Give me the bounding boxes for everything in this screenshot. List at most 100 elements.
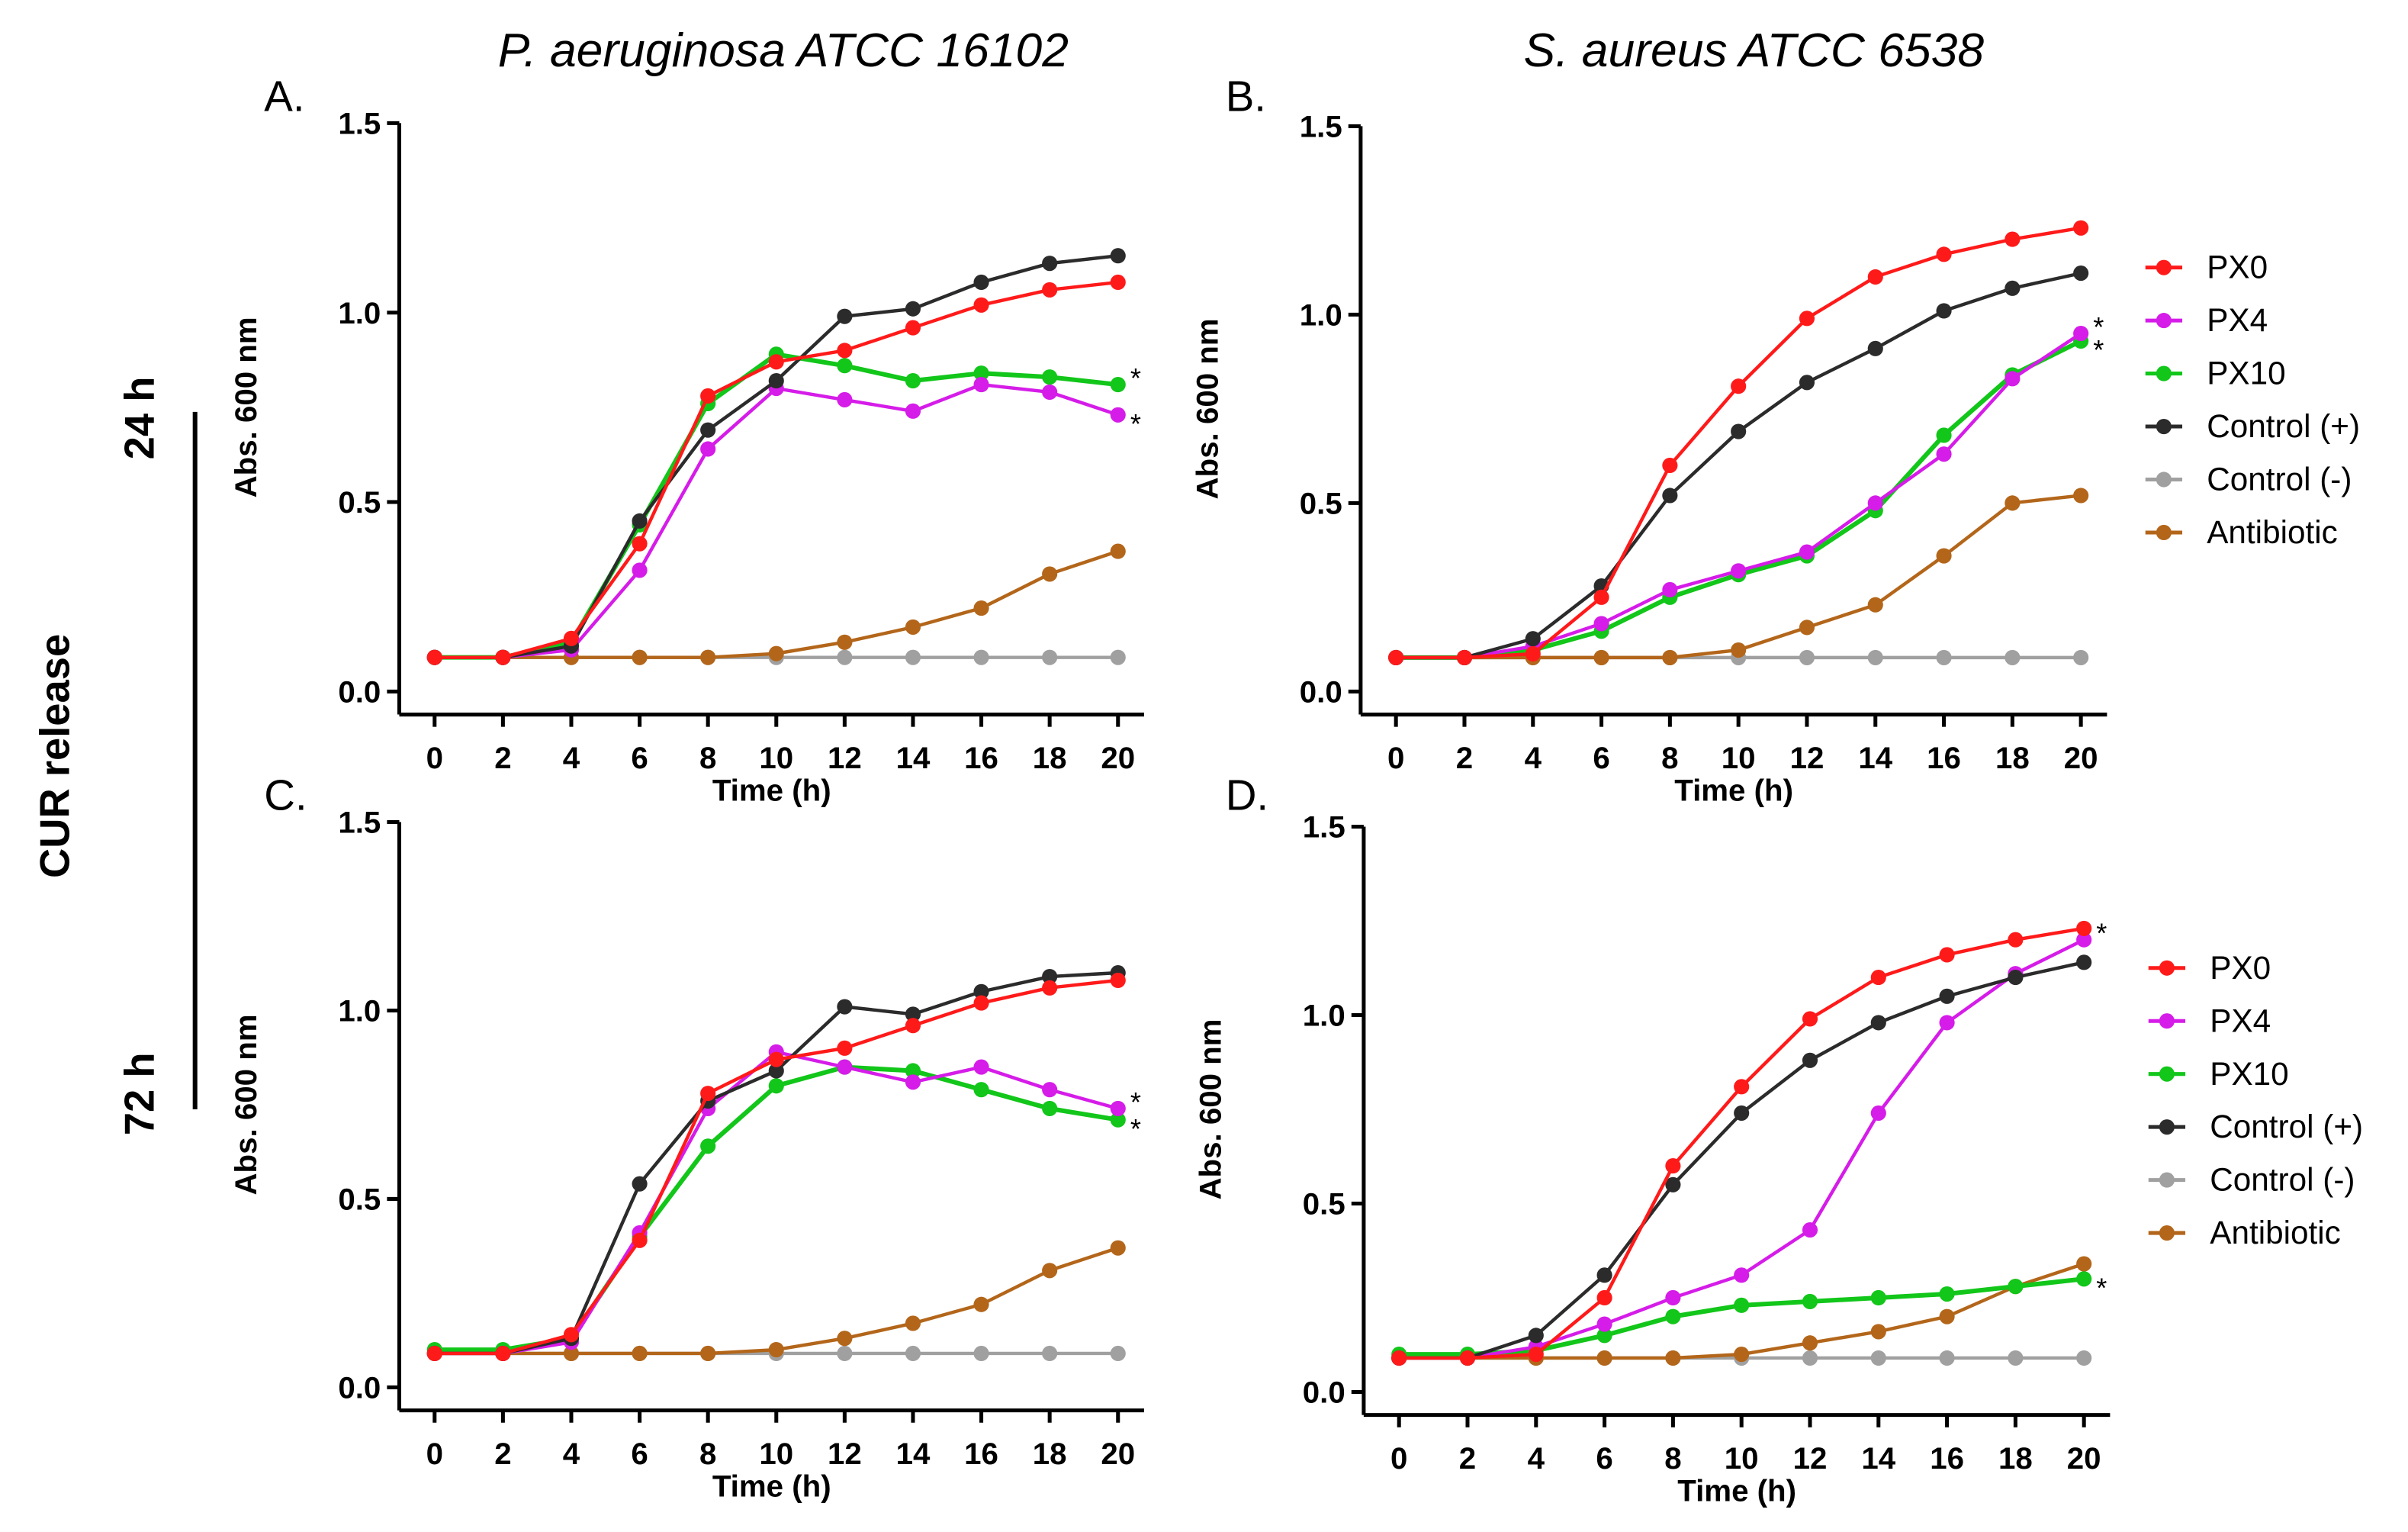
series-control (426, 248, 1126, 665)
x-tick-label: 10 (1725, 1441, 1759, 1476)
legend-entry: Control (-) (2148, 1162, 2355, 1198)
data-point (1042, 566, 1058, 582)
data-point (1799, 649, 1815, 665)
data-point (905, 1345, 921, 1362)
x-tick-label: 2 (1459, 1441, 1476, 1476)
x-tick-label: 4 (1528, 1441, 1545, 1476)
data-point (837, 634, 853, 650)
data-point (1799, 311, 1815, 327)
data-point (837, 1345, 853, 1362)
data-point (1528, 1346, 1544, 1363)
x-tick-label: 4 (563, 1437, 580, 1471)
data-point (905, 1006, 921, 1022)
data-point (632, 649, 648, 665)
series-line (434, 382, 1119, 659)
data-point (2073, 265, 2089, 282)
series-control (426, 965, 1126, 1362)
x-tick-label: 20 (1101, 1437, 1135, 1471)
data-point (1802, 1011, 1818, 1027)
series-line (434, 1246, 1119, 1356)
legend-label: PX10 (2207, 356, 2285, 391)
legend-label: Control (+) (2207, 408, 2360, 444)
data-point (1734, 1079, 1750, 1095)
y-axis-label: Abs. 600 nm (229, 317, 263, 497)
data-point (1731, 642, 1747, 658)
data-point (837, 999, 853, 1015)
x-tick-label: 16 (964, 1437, 998, 1471)
data-point (1734, 1105, 1750, 1121)
legend-label: Control (-) (2207, 462, 2352, 497)
legend-entry: PX0 (2145, 249, 2268, 285)
data-point (1391, 1350, 1407, 1366)
data-point (973, 600, 989, 616)
legend-entry: PX4 (2145, 302, 2268, 338)
x-tick-label: 20 (2067, 1441, 2101, 1476)
data-point (2005, 371, 2021, 387)
y-tick-label: 1.5 (1300, 110, 1342, 144)
x-tick-label: 8 (1661, 741, 1678, 775)
x-tick-label: 16 (1930, 1441, 1964, 1476)
legend-label: Antibiotic (2207, 514, 2337, 550)
data-point (1870, 1015, 1886, 1031)
data-point (1596, 1289, 1612, 1306)
series-control (1388, 265, 2089, 665)
data-point (2076, 932, 2092, 948)
data-point (973, 377, 989, 393)
data-point (1799, 544, 1815, 560)
x-tick-label: 18 (1998, 1441, 2033, 1476)
data-point (1870, 1324, 1886, 1340)
x-axis-label: Time (h) (712, 1469, 831, 1503)
x-tick-label: 2 (494, 1437, 511, 1471)
data-point (1110, 972, 1126, 989)
data-point (973, 1082, 989, 1098)
data-point (1110, 1345, 1126, 1362)
data-point (1799, 375, 1815, 391)
data-point (1734, 1297, 1750, 1313)
data-point (973, 274, 989, 291)
data-point (768, 1051, 784, 1067)
legend-entry: Control (+) (2148, 1109, 2363, 1144)
panel-letter: B. (1226, 72, 1266, 120)
data-point (632, 1176, 648, 1192)
column-title-left: P. aeruginosa ATCC 16102 (498, 24, 1069, 77)
y-tick-label: 0.5 (1300, 486, 1342, 520)
series-line (434, 549, 1119, 659)
legend-swatch-marker (2156, 524, 2172, 541)
legend-swatch-marker (2159, 1172, 2175, 1188)
data-point (700, 388, 716, 404)
data-point (973, 1296, 989, 1312)
x-tick-label: 10 (759, 741, 793, 775)
x-tick-label: 0 (1387, 741, 1404, 775)
legend-entry: Control (-) (2145, 462, 2352, 497)
data-point (1593, 649, 1609, 665)
data-point (426, 1345, 442, 1362)
significance-star: * (2093, 311, 2104, 343)
data-point (1939, 1286, 1955, 1302)
data-point (905, 403, 921, 419)
series-line (434, 978, 1118, 1356)
data-point (563, 1345, 580, 1362)
data-point (2005, 280, 2021, 296)
data-point (1593, 589, 1609, 605)
panel-letter: D. (1226, 771, 1268, 819)
data-point (1867, 649, 1883, 665)
data-point (1662, 457, 1678, 474)
series-px0 (426, 274, 1126, 665)
data-point (905, 1315, 921, 1331)
data-point (1042, 980, 1058, 996)
data-point (1939, 1350, 1955, 1366)
data-point (1662, 581, 1678, 598)
data-point (1042, 384, 1058, 401)
data-point (768, 354, 784, 370)
data-point (905, 1063, 921, 1079)
legend-entry: PX4 (2148, 1003, 2271, 1038)
data-point (1662, 488, 1678, 504)
data-point (1936, 303, 1952, 319)
data-point (905, 320, 921, 336)
data-point (1867, 340, 1883, 356)
data-point (1593, 616, 1609, 632)
x-tick-label: 18 (1995, 741, 2030, 775)
series-line (1399, 1276, 2085, 1357)
data-point (2005, 495, 2021, 511)
data-point (1459, 1350, 1476, 1366)
